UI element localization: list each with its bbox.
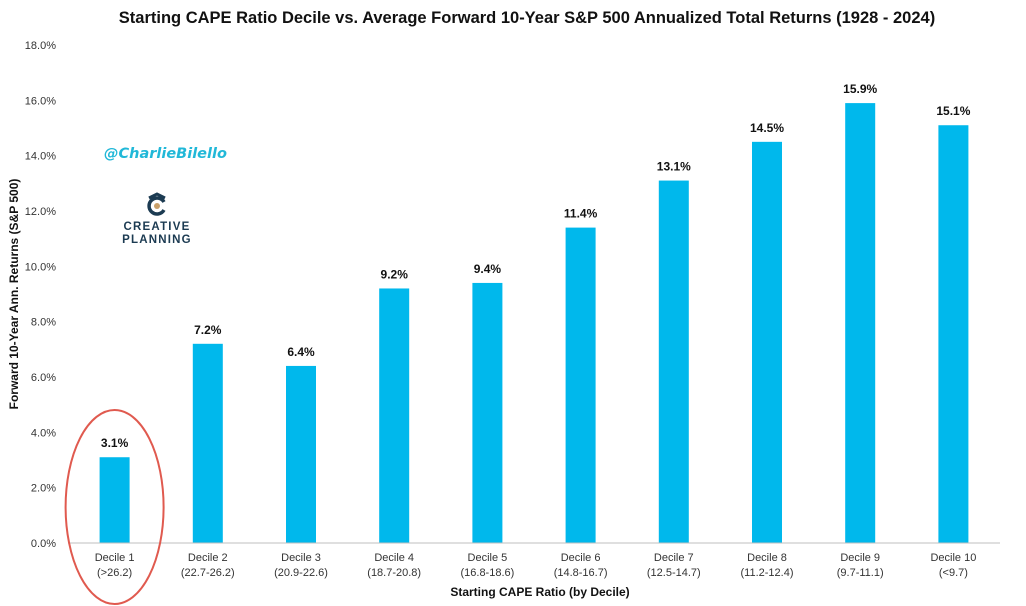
data-label: 6.4% [287, 345, 315, 359]
logo-mark-icon [147, 192, 166, 216]
x-category-label: (18.7-20.8) [367, 567, 421, 579]
x-category-label: (22.7-26.2) [181, 567, 235, 579]
x-category-label: Decile 1 [95, 552, 135, 564]
x-category-label: (14.8-16.7) [554, 567, 608, 579]
y-tick-label: 12.0% [25, 206, 56, 218]
bar [658, 180, 689, 544]
y-tick-label: 16.0% [25, 95, 56, 107]
x-category-label: Decile 6 [561, 552, 601, 564]
data-label: 9.2% [381, 267, 409, 281]
x-axis-categories: Decile 1 (>26.2) Decile 2 (22.7-26.2) Decile… [95, 552, 977, 579]
bar [192, 343, 223, 543]
y-axis-title: Forward 10-Year Ann. Returns (S&P 500) [7, 179, 21, 410]
x-category-label: (20.9-22.6) [274, 567, 328, 579]
data-label: 14.5% [750, 121, 784, 135]
x-category-label: Decile 10 [930, 552, 976, 564]
x-category-label: Decile 4 [374, 552, 414, 564]
x-category-label: (11.2-12.4) [741, 567, 794, 579]
x-category-label: Decile 3 [281, 552, 321, 564]
y-tick-label: 10.0% [25, 261, 56, 273]
bar [938, 125, 969, 543]
y-tick-label: 0.0% [31, 538, 56, 550]
chart-title: Starting CAPE Ratio Decile vs. Average F… [119, 9, 935, 27]
bar [752, 141, 782, 544]
x-category-label: (<9.7) [939, 567, 968, 579]
bar [565, 227, 596, 543]
logo-text-line1: CREATIVE [124, 221, 191, 233]
x-category-label: (16.8-18.6) [460, 567, 514, 579]
bar [472, 282, 503, 543]
data-label: 15.9% [843, 82, 877, 96]
x-category-label: Decile 5 [468, 552, 508, 564]
data-label: 11.4% [564, 207, 598, 221]
x-category-label: (>26.2) [97, 567, 132, 579]
x-category-label: Decile 8 [747, 552, 787, 564]
data-label: 3.1% [101, 436, 129, 450]
bar [379, 288, 410, 543]
data-label: 9.4% [474, 262, 502, 276]
y-axis-ticks: 0.0% 2.0% 4.0% 6.0% 8.0% 10.0% 12.0% 14.0% 16.0%… [25, 40, 56, 550]
highlight-ellipse [64, 409, 165, 605]
data-label: 7.2% [194, 323, 222, 337]
data-label: 15.1% [936, 104, 970, 118]
y-tick-label: 14.0% [25, 151, 56, 163]
author-handle: @CharlieBilello [104, 146, 227, 162]
y-tick-label: 8.0% [31, 317, 56, 329]
y-tick-label: 4.0% [31, 427, 56, 439]
bar [99, 457, 130, 543]
bars [99, 103, 969, 544]
data-labels: 3.1% 7.2% 6.4% 9.2% 9.4% 11.4% 13.1% 14.5% 15.9%… [101, 82, 971, 450]
x-category-label: Decile 9 [840, 552, 880, 564]
y-tick-label: 6.0% [31, 372, 56, 384]
x-category-label: Decile 2 [188, 552, 228, 564]
x-axis-title: Starting CAPE Ratio (by Decile) [450, 585, 629, 599]
x-category-label: (9.7-11.1) [837, 567, 884, 579]
logo-text-line2: PLANNING [122, 234, 192, 246]
x-category-label: (12.5-14.7) [647, 567, 701, 579]
y-tick-label: 18.0% [25, 40, 56, 52]
creative-planning-logo: CREATIVE PLANNING [122, 192, 192, 246]
y-tick-label: 2.0% [31, 483, 56, 495]
bar [845, 103, 876, 543]
data-label: 13.1% [657, 160, 691, 174]
bar [286, 365, 316, 543]
x-category-label: Decile 7 [654, 552, 694, 564]
